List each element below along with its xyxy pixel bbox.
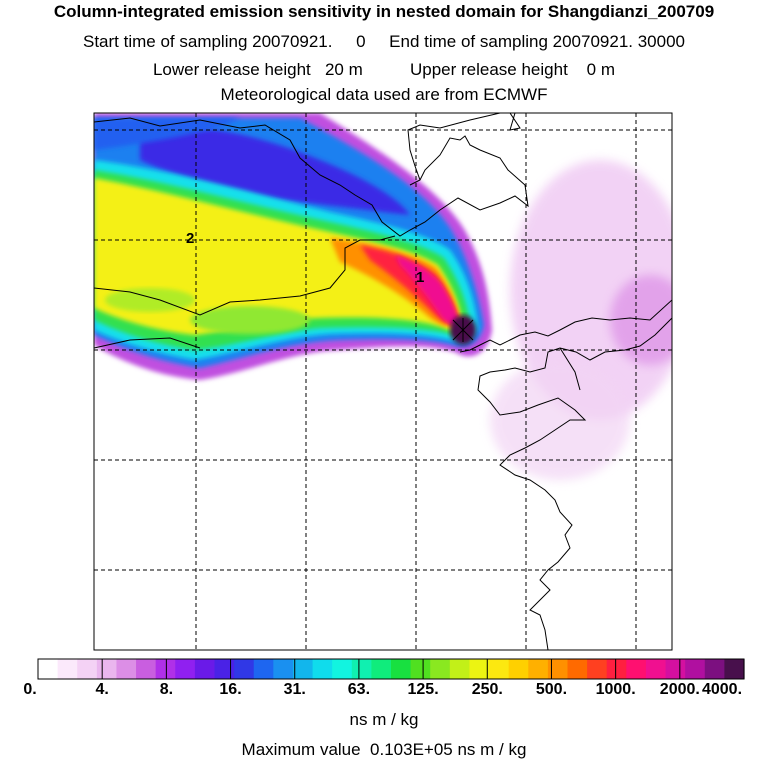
colorbar-tick-label: 125. (407, 681, 439, 698)
plume-label-1: 1 (416, 269, 424, 286)
colorbar-tick-label: 8. (159, 681, 174, 698)
colorbar-cell (273, 659, 294, 679)
colorbar-tick-label: 1000. (595, 681, 636, 698)
colorbar-cell (469, 659, 490, 679)
colorbar-cell (704, 659, 725, 679)
colorbar-cell (567, 659, 588, 679)
colorbar-cell (508, 659, 529, 679)
colorbar-tick-label: 31. (283, 681, 306, 698)
colorbar-cell (292, 659, 314, 679)
colorbar-cell (626, 659, 647, 679)
colorbar-cell (312, 659, 333, 679)
chart-title: Column-integrated emission sensitivity i… (53, 2, 715, 21)
sampling-time-line: Start time of sampling 20070921. 0 End t… (83, 32, 685, 51)
coastline-north (94, 117, 529, 237)
colorbar-cell (136, 659, 157, 679)
coastline-bay (407, 113, 501, 181)
graticule-grid (94, 113, 672, 650)
east-low-sensitivity-area-2 (490, 360, 630, 480)
river-boundary (559, 347, 581, 391)
colorbar-cell (645, 659, 667, 679)
colorbar-cell (234, 659, 255, 679)
colorbar-cell (57, 659, 78, 679)
colorbar-cell (606, 659, 627, 679)
colorbar-cell (587, 659, 608, 679)
colorbar-tick-label: 63. (347, 681, 371, 698)
colorbar-cell (194, 659, 216, 679)
plume-green-patch-2 (105, 288, 195, 312)
colorbar-cell (38, 659, 59, 679)
maximum-value-text: Maximum value 0.103E+05 ns m / kg (241, 740, 527, 759)
colorbar-frame (37, 658, 745, 680)
coastline-peninsula (477, 317, 672, 650)
sensitivity-field (94, 113, 672, 480)
colorbar-cell (371, 659, 392, 679)
colorbar-cell (77, 659, 98, 679)
coastline-east (459, 299, 672, 353)
plume-label-2: 2 (186, 230, 194, 247)
colorbar-cell (116, 659, 137, 679)
colorbar-cell (410, 659, 431, 679)
colorbar-cells (38, 659, 745, 679)
colorbar-cell (391, 659, 412, 679)
colorbar-cell (665, 659, 686, 679)
colorbar-cell (430, 659, 451, 679)
colorbar-tick-label: 250. (471, 681, 503, 698)
colorbar-tick-label: 0. (23, 681, 37, 698)
colorbar-tick-label: 4. (95, 681, 109, 698)
release-height-line: Lower release height 20 m Upper release … (152, 60, 616, 79)
colorbar-cell (155, 659, 176, 679)
east-mid-sensitivity-patch (610, 275, 672, 365)
colorbar-cell (528, 659, 549, 679)
plume-blue-northwest (94, 118, 240, 150)
meteorological-source-line: Meteorological data used are from ECMWF (220, 85, 548, 104)
boundary-south (94, 337, 201, 349)
colorbar-tick-label: 2000. (659, 681, 700, 698)
colorbar-cell (332, 659, 353, 679)
plume-band-magenta (395, 255, 460, 326)
colorbar-cell (96, 659, 118, 679)
map-frame (93, 112, 673, 651)
colorbar-tick-label: 500. (535, 681, 568, 698)
colorbar-cell (351, 659, 372, 679)
colorbar-cell (685, 659, 706, 679)
colorbar-cell (214, 659, 235, 679)
colorbar-cell (175, 659, 196, 679)
plume-dark-blue-core (140, 126, 410, 215)
colorbar-major-ticks (101, 659, 681, 679)
colorbar-units: ns m / kg (349, 710, 419, 729)
receptor-marker (452, 318, 474, 342)
colorbar-cell (449, 659, 471, 679)
colorbar-cell (489, 659, 510, 679)
plume-green-patch (190, 306, 310, 334)
colorbar-cell (724, 659, 745, 679)
colorbar-cell (253, 659, 274, 679)
colorbar-tick-label: 4000. (701, 681, 743, 698)
coastline-northeast (509, 113, 521, 131)
colorbar-tick-label: 16. (219, 681, 242, 698)
colorbar-cell (547, 659, 569, 679)
